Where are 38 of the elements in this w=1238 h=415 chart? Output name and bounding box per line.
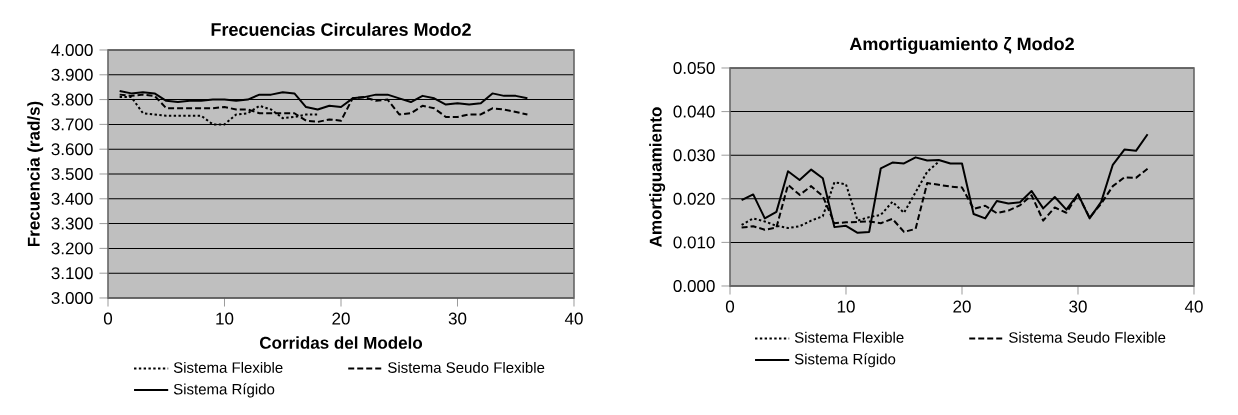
x-tick-label: 30	[1069, 300, 1087, 313]
y-tick-label: 0.010	[673, 236, 715, 249]
chart-title: Frecuencias Circulares Modo2	[211, 22, 471, 36]
x-tick-label: 0	[103, 312, 113, 325]
y-tick-label: 3.100	[51, 267, 93, 280]
x-tick-label: 0	[725, 300, 735, 313]
legend-label: Sistema Rígido	[173, 383, 275, 398]
x-tick-label: 10	[837, 300, 855, 313]
y-tick-label: 3.500	[51, 167, 93, 180]
legend-label: Sistema Rígido	[794, 353, 896, 368]
y-tick-label: 3.000	[51, 291, 93, 304]
x-tick-label: 40	[564, 312, 583, 325]
x-tick-label: 30	[448, 312, 467, 325]
x-tick-label: 10	[216, 312, 234, 325]
y-tick-label: 0.030	[673, 149, 715, 162]
legend-label: Sistema Flexible	[173, 361, 283, 373]
x-tick-label: 20	[332, 312, 350, 325]
y-tick-label: 4.000	[51, 43, 93, 56]
legend-label: Sistema Seudo Flexible	[1009, 331, 1166, 343]
chart-title: Amortiguamiento ζ Modo2	[849, 37, 1074, 54]
y-tick-label: 3.300	[51, 217, 93, 230]
y-tick-label: 3.700	[51, 118, 93, 131]
x-tick-label: 40	[1184, 300, 1203, 313]
y-tick-label: 0.050	[673, 61, 715, 75]
y-tick-label: 3.400	[51, 192, 93, 205]
legend-label: Sistema Seudo Flexible	[388, 361, 545, 373]
y-tick-label: 3.200	[51, 242, 93, 255]
y-tick-label: 0.020	[673, 192, 715, 205]
x-axis-title: Corridas del Modelo	[259, 336, 423, 349]
x-tick-label: 20	[953, 300, 971, 313]
y-axis-title: Frecuencia (rad/s)	[27, 101, 44, 247]
y-tick-label: 0.000	[673, 279, 715, 292]
legend-label: Sistema Flexible	[794, 331, 904, 343]
y-tick-label: 3.900	[51, 68, 93, 81]
y-tick-label: 3.600	[51, 143, 93, 156]
y-tick-label: 3.800	[51, 93, 93, 106]
y-axis-title: Amortiguamiento	[649, 107, 666, 247]
y-tick-label: 0.040	[673, 105, 715, 118]
